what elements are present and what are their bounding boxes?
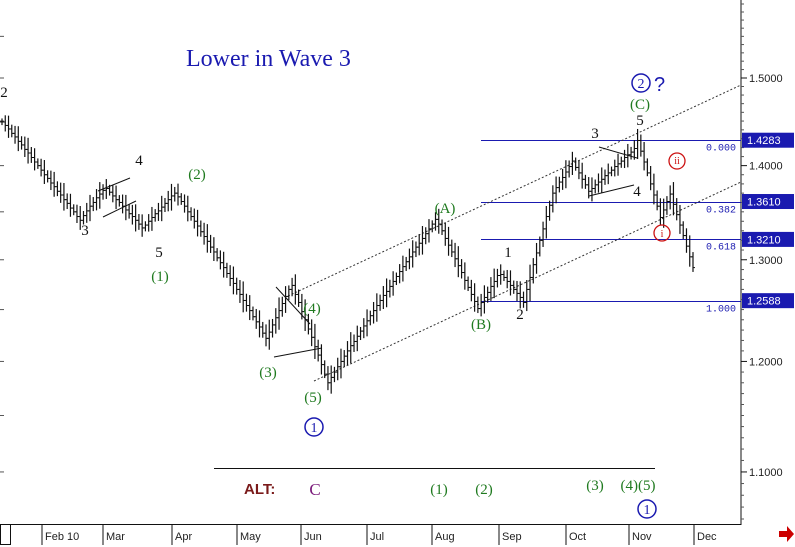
wave-ii-circle-icon bbox=[668, 152, 686, 170]
fibonacci-levels: 0.000 0.382 0.618 1.000 bbox=[481, 140, 741, 316]
channel-upper-line bbox=[287, 84, 742, 297]
wave-4-paren: (4) bbox=[303, 301, 321, 317]
alt-2: (2) bbox=[475, 482, 493, 498]
wave-2-left: 2 bbox=[0, 85, 8, 101]
wave-1-mid: 1 bbox=[504, 245, 512, 261]
price-boxes: 1.4283 1.3610 1.3210 1.2588 bbox=[742, 132, 794, 309]
wave-a: (A) bbox=[435, 201, 456, 217]
wave-4-upper: 4 bbox=[633, 184, 641, 200]
wave-3-left: 3 bbox=[81, 223, 89, 239]
wedge-line-f bbox=[588, 184, 635, 197]
x-tick-label: Apr bbox=[175, 531, 192, 543]
x-tick-label: Jul bbox=[370, 531, 384, 543]
wave-i-circle-icon bbox=[653, 224, 671, 242]
alt-circled-1: 1 bbox=[644, 503, 651, 518]
price-box bbox=[742, 231, 794, 247]
x-tick-label: Nov bbox=[632, 531, 652, 543]
wave-2-circle-icon bbox=[631, 73, 651, 93]
x-tick-label: Sep bbox=[502, 531, 522, 543]
price-box-label: 1.3210 bbox=[747, 234, 781, 246]
fib-ratio-label: 1.000 bbox=[706, 305, 736, 316]
wave-3-top: 3 bbox=[591, 126, 599, 142]
wave-i: i bbox=[661, 229, 664, 240]
alt-4-5: (4)(5) bbox=[621, 478, 656, 494]
y-tick-label: 1.1000 bbox=[749, 467, 783, 479]
alt-circle-icon bbox=[637, 499, 657, 519]
wave-5-left: 5 bbox=[155, 245, 163, 261]
x-axis-left-box bbox=[0, 524, 11, 545]
chart-title: Lower in Wave 3 bbox=[186, 46, 351, 72]
wave-b: (B) bbox=[471, 317, 491, 333]
x-axis-ticks: Feb 10 Mar Apr May Jun Jul Aug Sep Oct Nov Dec bbox=[41, 525, 717, 545]
wave-5-top: 5 bbox=[636, 113, 644, 129]
x-tick-label: Jun bbox=[304, 531, 322, 543]
price-box bbox=[742, 293, 794, 309]
wedge-line-b bbox=[102, 200, 137, 218]
y-tick-label: 1.2000 bbox=[749, 356, 783, 368]
y-axis-ticks: 1.1000 1.2000 1.3000 1.4000 1.5000 bbox=[741, 3, 783, 520]
x-tick-label: May bbox=[240, 531, 261, 543]
y-tick-label: 1.3000 bbox=[749, 255, 783, 267]
price-bars bbox=[0, 115, 695, 394]
fib-ratio-label: 0.382 bbox=[706, 206, 736, 217]
trend-channel bbox=[287, 84, 742, 382]
price-bar bbox=[691, 252, 695, 272]
grid-marks bbox=[0, 35, 4, 473]
y-tick-label: 1.4000 bbox=[749, 161, 783, 173]
x-tick-label: Mar bbox=[106, 531, 125, 543]
alt-prefix: ALT: bbox=[244, 481, 275, 498]
plot-area bbox=[0, 0, 741, 525]
wave-c-top: (C) bbox=[630, 97, 650, 113]
wave-4-left: 4 bbox=[135, 153, 143, 169]
alt-count-row: ALT: C (1) (2) (3) (4)(5) 1 bbox=[214, 468, 657, 519]
wave-2-question: ? bbox=[654, 74, 665, 96]
fib-ratio-label: 0.618 bbox=[706, 243, 736, 254]
price-box bbox=[742, 194, 794, 210]
wave-ii: ii bbox=[674, 156, 680, 167]
alt-1: (1) bbox=[430, 482, 448, 498]
channel-lower-line bbox=[313, 181, 742, 382]
wave-1-circle-icon bbox=[304, 417, 324, 437]
wave-2-mid: 2 bbox=[516, 307, 524, 323]
x-tick-label: Oct bbox=[569, 531, 586, 543]
wave-2-paren: (2) bbox=[188, 167, 206, 183]
price-box-label: 1.3610 bbox=[747, 197, 781, 209]
x-tick-label: Feb 10 bbox=[45, 531, 79, 543]
wedge-line-d bbox=[273, 347, 323, 358]
alt-3: (3) bbox=[586, 478, 604, 494]
wedge-line-c bbox=[275, 286, 311, 325]
wave-5-paren: (5) bbox=[304, 390, 322, 406]
wave-2-circled: 2 bbox=[638, 77, 645, 92]
price-box-label: 1.4283 bbox=[747, 135, 781, 147]
wave-1-circled: 1 bbox=[311, 421, 318, 436]
wave-3-paren: (3) bbox=[259, 365, 277, 381]
x-tick-label: Aug bbox=[435, 531, 455, 543]
wave-1-paren: (1) bbox=[151, 269, 169, 285]
price-box-label: 1.2588 bbox=[747, 296, 781, 308]
x-tick-label: Dec bbox=[697, 531, 717, 543]
y-tick-label: 1.5000 bbox=[749, 73, 783, 85]
red-arrow-right-icon[interactable] bbox=[779, 526, 794, 542]
wave-labels: 2 ? (C) 5 3 4 ii i (A) 1 2 (B) 2 4 3 5 (… bbox=[0, 73, 686, 437]
fib-ratio-label: 0.000 bbox=[706, 144, 736, 155]
alt-c: C bbox=[309, 480, 320, 499]
price-box bbox=[742, 132, 794, 148]
